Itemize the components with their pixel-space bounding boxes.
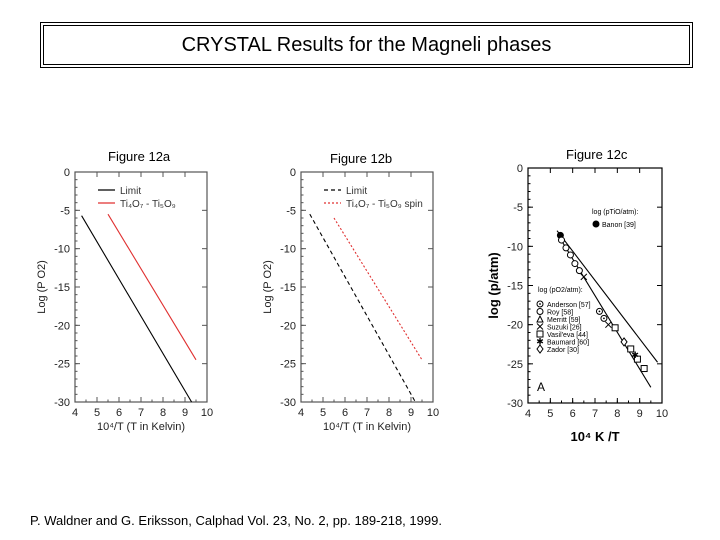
chart1-y-tick-label: -20 (54, 320, 70, 332)
chart3-data-point (558, 236, 565, 244)
chart3-y-axis-label: log (p/atm) (486, 252, 501, 318)
chart3-data-point (627, 345, 635, 353)
chart2-y-tick-label: -30 (280, 397, 296, 409)
chart1-y-tick-label: -30 (54, 397, 70, 409)
chart3-data-point (562, 244, 570, 252)
chart1-x-tick-label: 10 (201, 407, 213, 419)
chart3-data-point-center (603, 317, 605, 320)
chart2-x-tick-label: 8 (386, 407, 392, 419)
chart3-legend-bottom-marker-center (539, 303, 541, 305)
citation-caption: P. Waldner and G. Eriksson, Calphad Vol.… (30, 513, 442, 528)
figure-12c-label: Figure 12c (566, 147, 628, 162)
chart2-y-tick-label: -10 (280, 244, 296, 256)
slide-title-box: CRYSTAL Results for the Magneli phases (40, 22, 693, 68)
chart3-y-tick-label: -5 (513, 202, 523, 214)
chart2-y-tick-label: -25 (280, 359, 296, 371)
chart3-legend-bottom-label: Merritt [59] (547, 317, 581, 324)
chart3-y-tick-label: -25 (507, 359, 523, 371)
chart2-x-axis-label: 10⁴/T (T in Kelvin) (323, 421, 411, 433)
chart3-x-tick-label: 8 (614, 408, 620, 420)
chart2-y-tick-label: -5 (286, 205, 296, 217)
chart2-y-tick-label: -15 (280, 282, 296, 294)
chart3-data-point (571, 260, 579, 268)
chart2-x-tick-label: 4 (298, 407, 304, 419)
chart1-y-tick-label: -10 (54, 244, 70, 256)
chart3-legend-bottom-marker: ✱ (536, 337, 544, 347)
chart3-x-axis-label: 10⁴ K /T (570, 429, 619, 444)
chart3-x-tick-label: 4 (525, 408, 531, 420)
chart3-fit-line-1 (556, 230, 658, 363)
chart3-x-tick-label: 5 (547, 408, 553, 420)
chart3-legend-top-marker (592, 220, 600, 228)
chart2-x-tick-label: 6 (342, 407, 348, 419)
chart3-legend-bottom-marker-stroke2 (536, 323, 544, 330)
chart3-legend-bottom-label: Suzuki [26] (547, 325, 582, 332)
chart2-y-axis-label: Log (P O2) (262, 260, 274, 314)
chart2-x-tick-label: 9 (408, 407, 414, 419)
slide-title: CRYSTAL Results for the Magneli phases (181, 33, 552, 56)
chart1-series-line-2 (107, 213, 197, 361)
chart3-y-tick-label: -30 (507, 398, 523, 410)
chart2-series-line-1 (309, 213, 416, 403)
chart3-data-point-center (598, 310, 601, 313)
chart2-y-tick-label: 0 (290, 167, 296, 179)
chart1-x-tick-label: 6 (116, 407, 122, 419)
chart3-y-tick-label: -15 (507, 281, 523, 293)
chart3-data-point: ✱ (631, 350, 639, 360)
chart1-x-tick-label: 5 (94, 407, 100, 419)
chart2-legend-label-2: Ti₄O₇ - Ti₅O₉ spin (346, 199, 423, 210)
chart3-panel-letter: A (537, 380, 545, 394)
chart3-legend-top-title: log (pTiO/atm): (592, 209, 638, 216)
chart2-series-line-2 (333, 217, 423, 361)
chart2-legend-label-1: Limit (346, 186, 367, 197)
chart3-legend-bottom-marker (536, 344, 544, 354)
chart3-data-point-stroke2 (580, 273, 588, 281)
chart3-y-tick-label: -10 (507, 241, 523, 253)
chart3-x-tick-label: 9 (637, 408, 643, 420)
chart3-legend-bottom-marker (536, 308, 544, 315)
chart1-y-tick-label: -15 (54, 282, 70, 294)
chart1-x-axis-label: 10⁴/T (T in Kelvin) (97, 421, 185, 433)
figure-12a-label: Figure 12a (108, 149, 171, 164)
chart1-y-tick-label: -25 (54, 359, 70, 371)
chart1-y-tick-label: 0 (64, 167, 70, 179)
chart1-x-tick-label: 8 (160, 407, 166, 419)
chart3-data-point (575, 267, 583, 275)
chart1-x-tick-label: 4 (72, 407, 78, 419)
chart1-series-line-1 (81, 215, 193, 403)
chart3-legend-bottom-label: Anderson [57] (547, 302, 591, 309)
chart3-data-point (620, 337, 628, 347)
chart3-data-point (611, 324, 619, 332)
chart3-y-tick-label: -20 (507, 320, 523, 332)
chart1-legend-label-1: Limit (120, 186, 141, 197)
chart3-data-point (633, 355, 641, 363)
chart3-legend-bottom-label: Roy [58] (547, 310, 573, 317)
chart3-legend-bottom-marker (536, 330, 544, 338)
chart3-x-tick-label: 10 (656, 408, 668, 420)
figure-12b-label: Figure 12b (330, 151, 393, 166)
chart2-x-tick-label: 7 (364, 407, 370, 419)
chart3-legend-bottom-label: Vasil'eva [44] (547, 332, 588, 339)
chart1-y-tick-label: -5 (60, 205, 70, 217)
chart2-x-tick-label: 5 (320, 407, 326, 419)
chart1-y-axis-label: Log (P O2) (36, 260, 48, 314)
chart2-y-tick-label: -20 (280, 320, 296, 332)
chart1-legend-label-2: Ti₄O₇ - Ti₅O₉ (120, 199, 176, 210)
chart3-legend-bottom-title: log (pO2/atm): (538, 287, 583, 294)
chart3-y-tick-label: 0 (517, 163, 523, 175)
chart1-x-tick-label: 7 (138, 407, 144, 419)
chart3-x-tick-label: 6 (570, 408, 576, 420)
chart3-legend-bottom-label: Baumard [60] (547, 340, 589, 347)
chart1-x-tick-label: 9 (182, 407, 188, 419)
chart3-data-point-stroke2 (605, 321, 612, 329)
chart3-data-point (566, 251, 574, 259)
chart3-legend-bottom-marker (536, 314, 544, 323)
chart3-legend-bottom-label: Zador [30] (547, 347, 579, 354)
chart3-x-tick-label: 7 (592, 408, 598, 420)
chart2-x-tick-label: 10 (427, 407, 439, 419)
chart3-data-point (640, 365, 648, 373)
chart3-legend-top-label: Banon [39] (602, 222, 636, 229)
